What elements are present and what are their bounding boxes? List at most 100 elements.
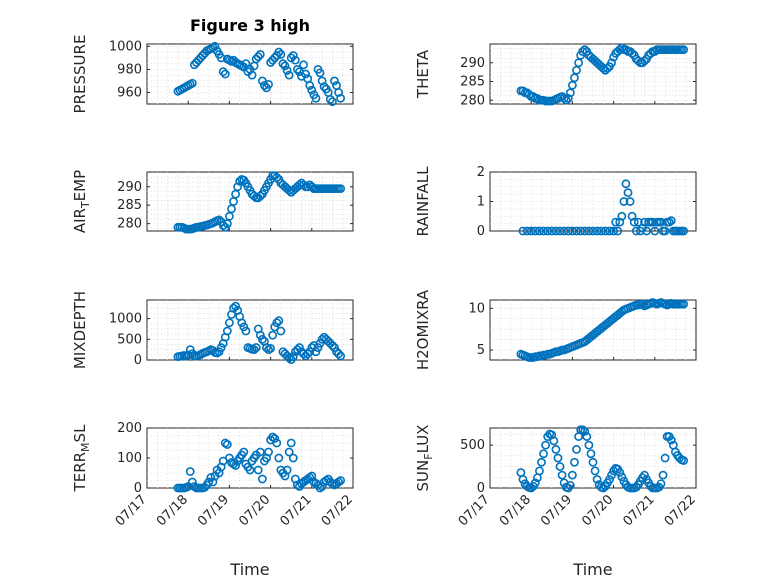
data-point: [617, 211, 627, 221]
y-tick-label: 280: [117, 217, 142, 232]
data-point: [303, 349, 313, 359]
data-point: [272, 173, 282, 182]
data-point: [605, 226, 614, 236]
data-point: [584, 226, 594, 236]
data-point: [603, 63, 612, 73]
data-point: [611, 217, 621, 227]
data-point: [638, 299, 647, 309]
data-point: [284, 70, 294, 80]
data-point: [679, 226, 689, 236]
data-point: [518, 475, 528, 484]
data-point: [633, 56, 643, 66]
y-tick-label: 500: [117, 332, 142, 347]
y-axis-label: TERRMSL: [71, 424, 92, 493]
data-point: [216, 343, 226, 352]
data-point: [241, 59, 251, 69]
data-point: [530, 226, 540, 236]
data-point: [640, 217, 649, 227]
y-tick-label: 5: [477, 343, 485, 358]
x-tick-label: 07/20: [236, 492, 273, 529]
data-point: [561, 95, 571, 105]
subplot-h2omixra: 5 10 H2OMIXRA: [414, 289, 697, 370]
data-point: [656, 217, 666, 227]
data-point: [518, 226, 528, 236]
data-point: [580, 427, 590, 436]
data-point: [568, 80, 577, 90]
data-point: [530, 478, 540, 488]
data-point: [224, 318, 234, 328]
data-point: [551, 226, 561, 236]
x-tick-label: 07/22: [662, 492, 699, 529]
x-tick-label: 07/18: [497, 492, 534, 529]
data-point: [276, 49, 286, 59]
data-point: [580, 226, 590, 236]
data-point: [216, 53, 226, 63]
data-point: [541, 440, 551, 450]
x-tick-label: 07/17: [113, 492, 150, 529]
data-point: [640, 56, 649, 66]
data-point: [185, 467, 195, 476]
data-point: [288, 51, 298, 60]
data-point: [582, 432, 592, 441]
data-point: [187, 477, 197, 487]
data-point: [607, 470, 616, 480]
data-point: [284, 447, 294, 457]
data-point: [648, 217, 658, 227]
data-point: [185, 345, 195, 355]
data-point: [563, 226, 573, 236]
data-point: [642, 226, 651, 236]
y-tick-label: 2: [477, 165, 485, 180]
data-point: [578, 47, 588, 56]
data-point: [537, 457, 546, 467]
data-point: [264, 79, 273, 89]
data-point: [206, 473, 216, 482]
data-point: [588, 457, 598, 467]
data-point: [327, 97, 337, 107]
data-point: [572, 65, 581, 75]
y-tick-label: 200: [117, 421, 142, 436]
y-tick-label: 280: [460, 93, 485, 108]
data-point: [336, 351, 346, 361]
data-point: [623, 188, 633, 198]
data-point: [253, 465, 263, 475]
data-point: [578, 425, 588, 435]
data-point: [559, 226, 569, 236]
data-point: [299, 60, 308, 70]
data-point: [528, 92, 538, 101]
data-point: [270, 322, 280, 332]
x-tick-label: 07/21: [278, 492, 315, 529]
y-tick-label: 285: [460, 75, 485, 90]
data-point: [535, 466, 544, 476]
data-point: [231, 461, 240, 470]
data-point: [257, 474, 267, 484]
data-point: [224, 453, 234, 463]
data-point: [656, 479, 666, 489]
data-point: [679, 45, 689, 55]
data-point: [220, 438, 230, 448]
data-point: [334, 349, 343, 359]
subplot-terr-msl: 0 100 200 07/17 07/18 07/19 07/20 07/21 07/22 TER…: [71, 421, 356, 579]
y-axis-label: H2OMIXRA: [414, 289, 432, 370]
data-point: [315, 68, 325, 78]
data-point: [288, 352, 298, 362]
data-point: [239, 447, 249, 457]
data-point: [214, 215, 224, 225]
subplot-air-temp: 280 285 290 AIRTEMP: [71, 170, 354, 234]
data-point: [615, 45, 625, 55]
data-point: [264, 447, 273, 457]
data-point: [317, 482, 327, 491]
data-point: [586, 449, 596, 459]
data-point: [557, 470, 567, 480]
data-point: [255, 49, 265, 59]
subplot-pressure: 960 980 1000 PRESSURE Figure 3 high: [71, 16, 354, 113]
data-point: [650, 226, 660, 236]
data-point: [524, 90, 534, 100]
data-point: [284, 353, 294, 363]
data-point: [288, 453, 298, 463]
data-point: [200, 482, 210, 492]
data-point: [565, 481, 575, 490]
data-point: [222, 326, 232, 336]
subplot-rainfall: 0 1 2 RAINFALL: [414, 165, 697, 239]
x-tick-label: 07/19: [195, 492, 232, 529]
y-tick-label: 1: [477, 195, 485, 210]
